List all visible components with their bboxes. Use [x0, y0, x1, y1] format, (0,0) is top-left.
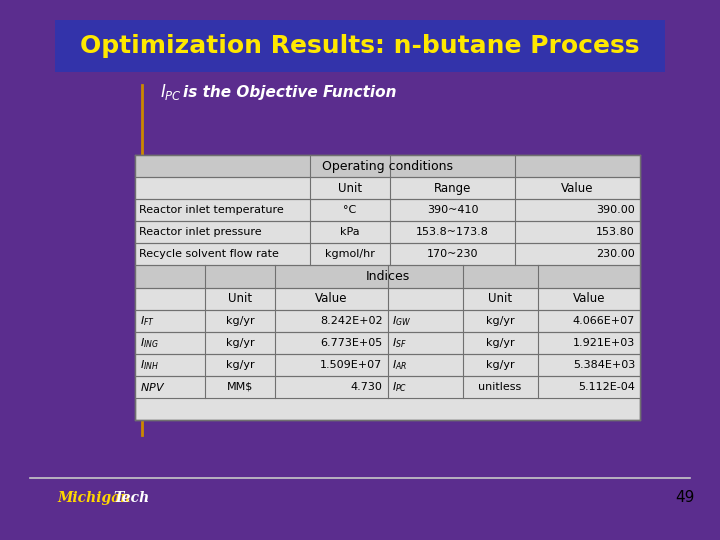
Text: 390~410: 390~410 [427, 205, 478, 215]
Bar [135, 155, 640, 420]
Text: 8.242E+02: 8.242E+02 [320, 315, 382, 326]
Text: Tech: Tech [113, 491, 149, 505]
Text: MM$: MM$ [227, 382, 253, 392]
Text: 5.112E-04: 5.112E-04 [578, 382, 635, 392]
Bar [135, 309, 640, 332]
Text: kg/yr: kg/yr [225, 338, 254, 348]
Text: Value: Value [315, 292, 348, 305]
Text: 1.921E+03: 1.921E+03 [572, 338, 635, 348]
Bar [135, 266, 640, 287]
Text: $\mathit{I_{PC}}$: $\mathit{I_{PC}}$ [160, 82, 182, 102]
Text: 230.00: 230.00 [596, 249, 635, 259]
Text: $\mathit{I_{ING}}$: $\mathit{I_{ING}}$ [140, 336, 159, 349]
Bar [135, 332, 640, 354]
Text: unitless: unitless [478, 382, 521, 392]
Text: Unit: Unit [228, 292, 252, 305]
Text: 49: 49 [675, 490, 695, 505]
Text: Range: Range [434, 181, 471, 194]
Text: $\mathit{NPV}$: $\mathit{NPV}$ [140, 381, 166, 393]
Text: Indices: Indices [365, 270, 410, 283]
Bar [135, 177, 640, 199]
Bar [135, 221, 640, 244]
Text: $\mathit{I_{SF}}$: $\mathit{I_{SF}}$ [392, 336, 408, 349]
Bar [135, 354, 640, 376]
Text: $\mathit{I_{GW}}$: $\mathit{I_{GW}}$ [392, 314, 412, 328]
Text: 4.066E+07: 4.066E+07 [572, 315, 635, 326]
Text: Value: Value [572, 292, 605, 305]
Text: Optimization Results: n-butane Process: Optimization Results: n-butane Process [80, 34, 640, 58]
Text: kg/yr: kg/yr [225, 360, 254, 370]
Text: Unit: Unit [338, 181, 362, 194]
Text: kg/yr: kg/yr [486, 315, 514, 326]
Bar [135, 287, 640, 309]
Text: Operating conditions: Operating conditions [322, 159, 453, 173]
Text: $\mathit{I_{PC}}$: $\mathit{I_{PC}}$ [392, 380, 408, 394]
Text: 153.8~173.8: 153.8~173.8 [416, 227, 489, 237]
Text: 153.80: 153.80 [596, 227, 635, 237]
Text: °C: °C [343, 205, 356, 215]
Text: is the Objective Function: is the Objective Function [183, 84, 397, 99]
Bar [135, 199, 640, 221]
Text: 390.00: 390.00 [596, 205, 635, 215]
Bar [135, 155, 640, 177]
Text: $\mathit{I_{AR}}$: $\mathit{I_{AR}}$ [392, 358, 408, 372]
Text: kgmol/hr: kgmol/hr [325, 249, 375, 259]
Text: Value: Value [562, 181, 594, 194]
Text: 5.384E+03: 5.384E+03 [572, 360, 635, 370]
Text: Reactor inlet temperature: Reactor inlet temperature [139, 205, 284, 215]
Bar [135, 244, 640, 266]
Text: 6.773E+05: 6.773E+05 [320, 338, 382, 348]
Text: Reactor inlet pressure: Reactor inlet pressure [139, 227, 261, 237]
Text: Michigan: Michigan [57, 491, 130, 505]
Bar [55, 20, 665, 72]
Text: 1.509E+07: 1.509E+07 [320, 360, 382, 370]
Text: Unit: Unit [488, 292, 512, 305]
Text: kg/yr: kg/yr [486, 338, 514, 348]
Text: 170~230: 170~230 [427, 249, 478, 259]
Text: $\mathit{I_{INH}}$: $\mathit{I_{INH}}$ [140, 358, 159, 372]
Text: kPa: kPa [340, 227, 360, 237]
Text: kg/yr: kg/yr [486, 360, 514, 370]
Text: kg/yr: kg/yr [225, 315, 254, 326]
Text: 4.730: 4.730 [351, 382, 382, 392]
Text: $\mathit{I_{FT}}$: $\mathit{I_{FT}}$ [140, 314, 155, 328]
Text: Recycle solvent flow rate: Recycle solvent flow rate [139, 249, 279, 259]
Bar [135, 376, 640, 398]
